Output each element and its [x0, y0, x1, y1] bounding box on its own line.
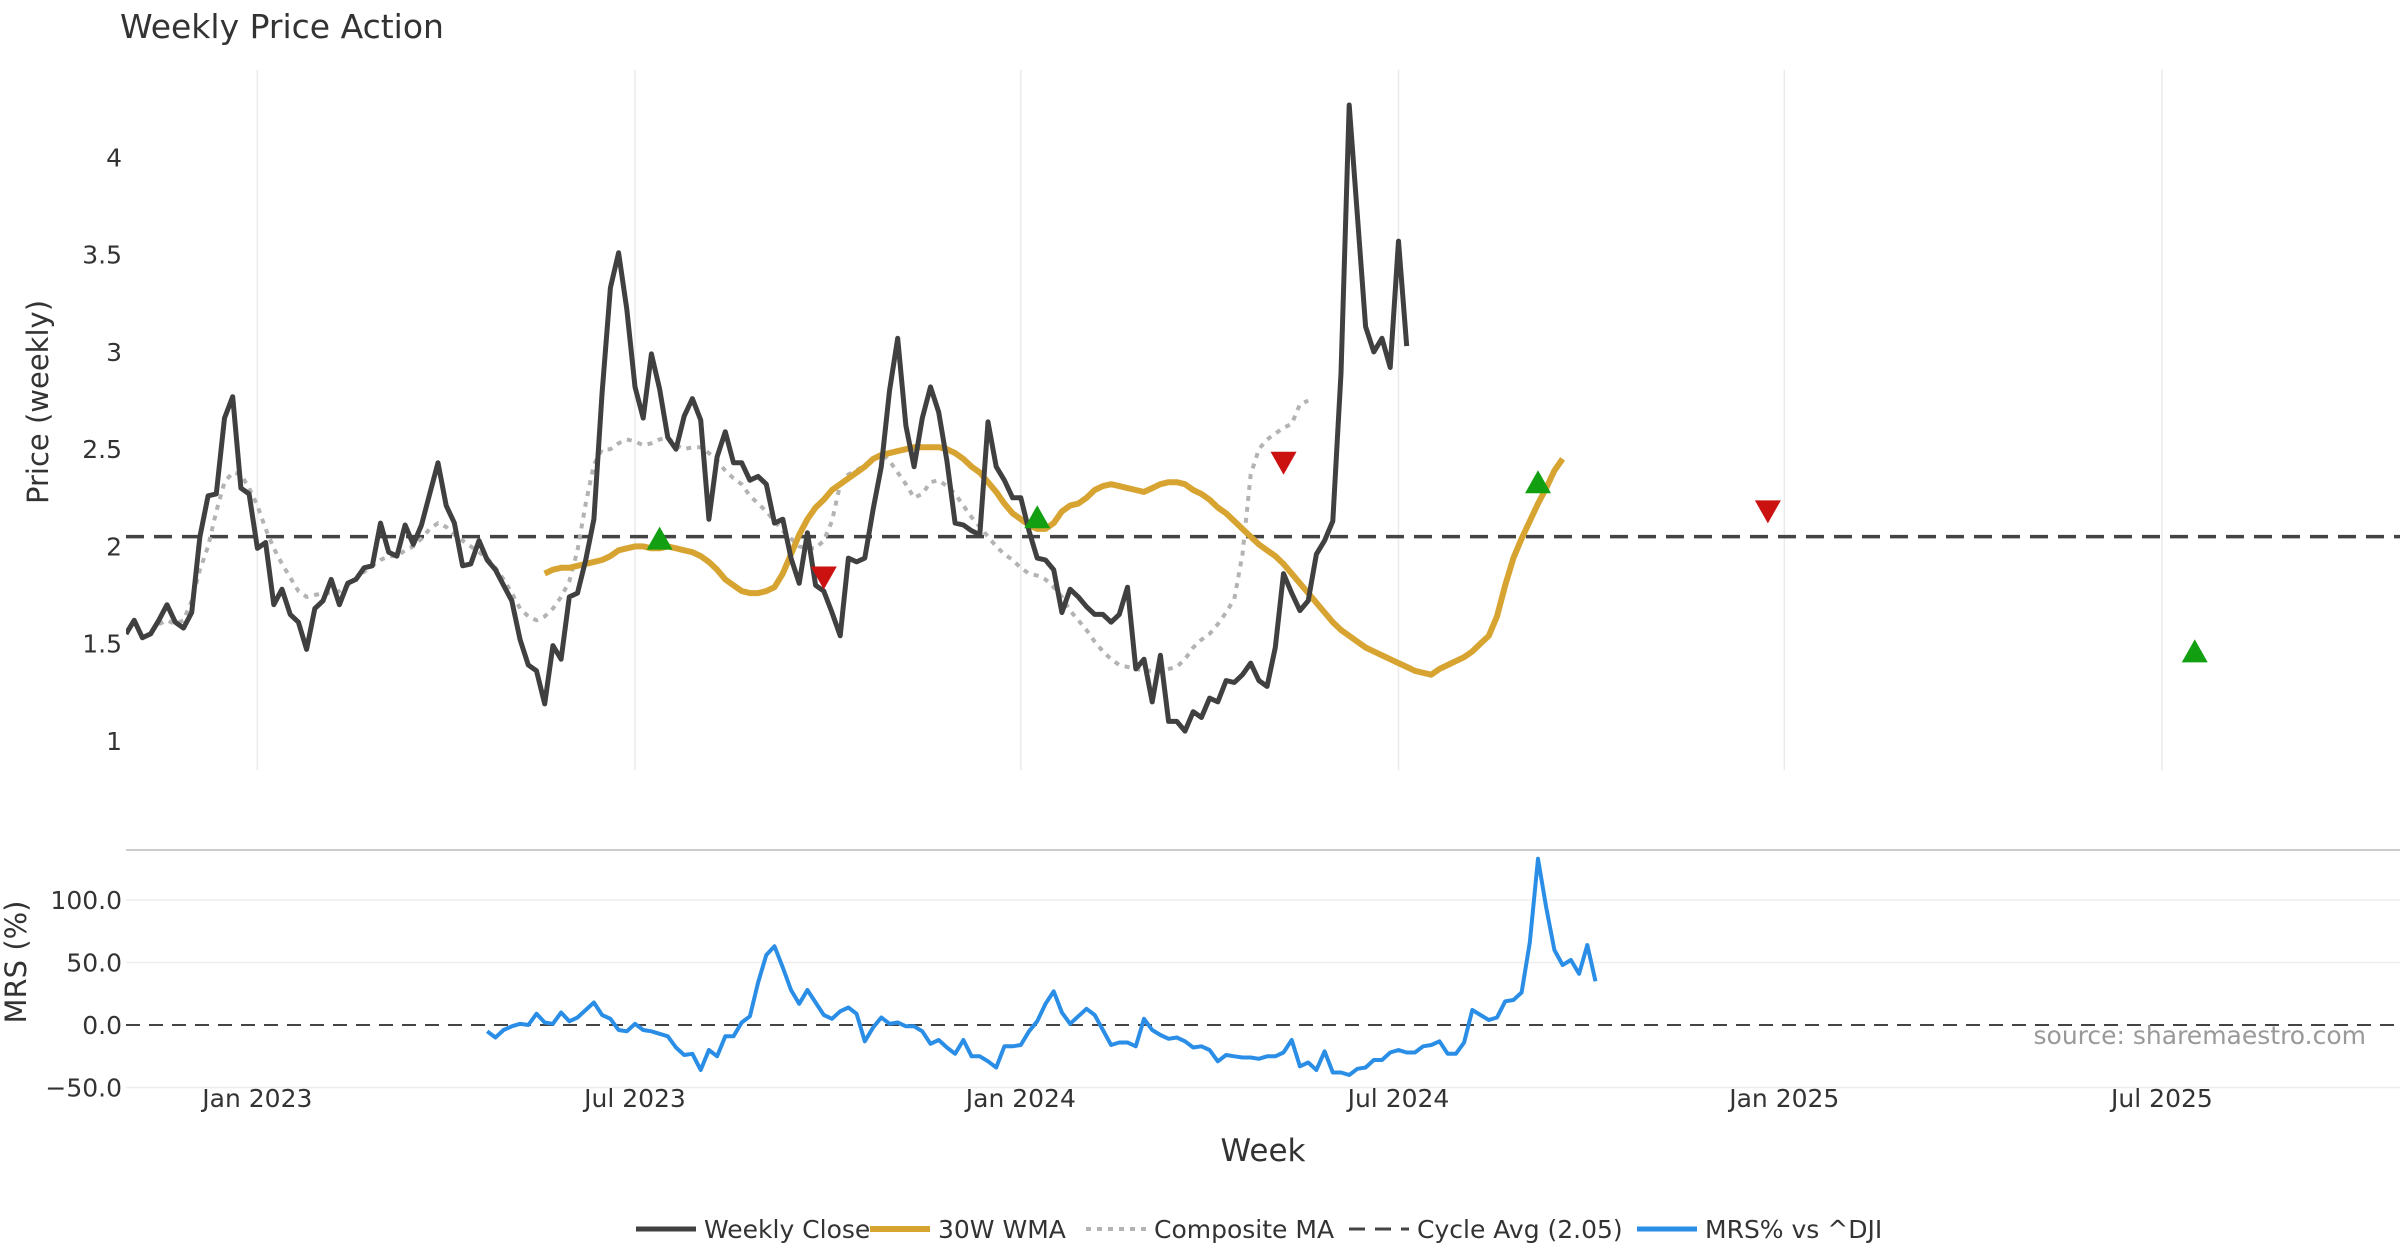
buy-signal-marker — [646, 526, 673, 550]
x-tick-label: Jul 2025 — [2109, 1084, 2213, 1113]
x-tick-label: Jan 2023 — [200, 1084, 312, 1113]
wma-30w-line — [543, 444, 1566, 678]
price-gridlines — [256, 70, 2163, 770]
sell-signal-marker — [1270, 451, 1297, 475]
chart-legend: Weekly Close 30W WMA Composite MA Cycle Avg… — [636, 1215, 1882, 1244]
mrs-plot-area — [126, 856, 2400, 1077]
buy-signal-marker — [2181, 639, 2208, 663]
price-plot-area — [126, 102, 2400, 734]
price-y-tick-label: 3.5 — [82, 241, 122, 270]
composite-ma-line — [157, 398, 1310, 673]
sell-signal-marker — [810, 566, 837, 590]
price-y-tick-label: 3 — [106, 338, 122, 367]
legend-label-wma: 30W WMA — [938, 1215, 1066, 1244]
x-axis-label: Week — [1221, 1133, 1306, 1169]
buy-signal-marker — [1024, 505, 1051, 529]
chart-title: Weekly Price Action — [120, 7, 444, 46]
price-y-tick-label: 2 — [106, 532, 122, 561]
price-y-tick-labels: 1 1.5 2 2.5 3 3.5 4 — [82, 144, 122, 756]
x-tick-label: Jan 2024 — [964, 1084, 1076, 1113]
x-tick-label: Jul 2023 — [582, 1084, 686, 1113]
price-y-tick-label: 1.5 — [82, 630, 122, 659]
price-y-tick-label: 1 — [106, 727, 122, 756]
mrs-y-tick-label: −50.0 — [45, 1074, 122, 1103]
mrs-y-tick-label: 100.0 — [50, 886, 122, 915]
x-tick-label: Jan 2025 — [1727, 1084, 1839, 1113]
price-y-tick-label: 4 — [106, 144, 122, 173]
price-y-axis-label: Price (weekly) — [21, 300, 55, 504]
weekly-close-line — [126, 102, 1410, 734]
legend-label-close: Weekly Close — [704, 1215, 870, 1244]
legend-label-composite: Composite MA — [1154, 1215, 1334, 1244]
mrs-y-tick-label: 0.0 — [82, 1011, 122, 1040]
legend-label-mrs: MRS% vs ^DJI — [1705, 1215, 1882, 1244]
x-tick-labels: Jan 2023 Jul 2023 Jan 2024 Jul 2024 Jan 2025… — [200, 1084, 2212, 1113]
x-tick-label: Jul 2024 — [1346, 1084, 1450, 1113]
source-note: source: sharemaestro.com — [2034, 1021, 2367, 1050]
mrs-y-tick-labels: 100.0 50.0 0.0 −50.0 — [45, 886, 122, 1103]
mrs-y-axis-label: MRS (%) — [0, 901, 33, 1024]
sell-signal-marker — [1754, 500, 1781, 524]
mrs-gridlines — [126, 899, 2400, 1089]
mrs-line — [485, 856, 1598, 1077]
price-y-tick-label: 2.5 — [82, 435, 122, 464]
legend-label-cycle: Cycle Avg (2.05) — [1417, 1215, 1623, 1244]
mrs-y-tick-label: 50.0 — [66, 949, 122, 978]
buy-signal-marker — [1525, 470, 1552, 494]
